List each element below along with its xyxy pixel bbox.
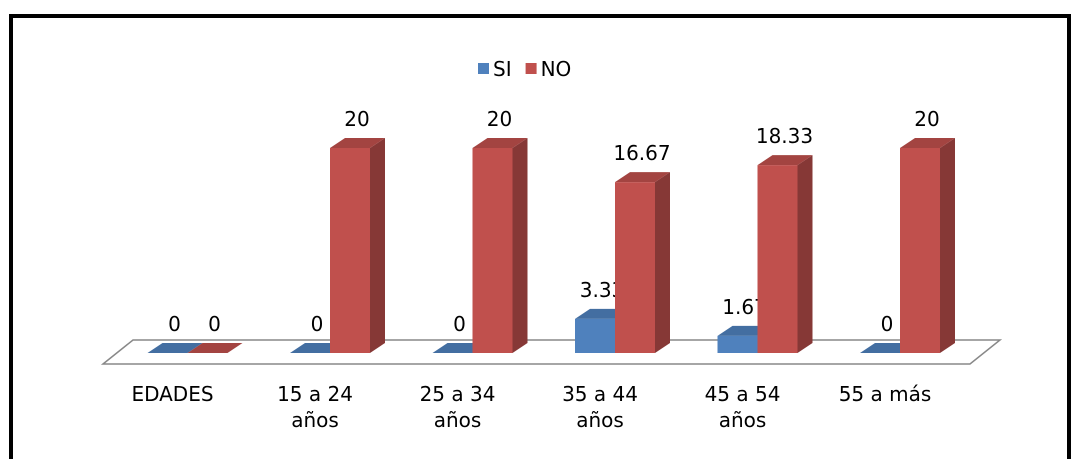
legend-swatch bbox=[525, 63, 537, 74]
bar-side bbox=[655, 172, 670, 353]
x-tick-label: 55 a más bbox=[838, 382, 932, 406]
bar bbox=[615, 182, 655, 353]
data-label: 0 bbox=[453, 312, 466, 336]
x-tick-label: EDADES bbox=[131, 382, 214, 406]
x-tick-label: 35 a 44 años bbox=[562, 382, 638, 432]
bar bbox=[472, 148, 513, 353]
x-tick-label: 25 a 34 años bbox=[419, 382, 496, 432]
bar-top bbox=[615, 172, 670, 183]
bar-top bbox=[757, 155, 813, 166]
legend-swatch bbox=[478, 63, 489, 74]
bar bbox=[717, 335, 758, 353]
bar bbox=[575, 318, 615, 353]
x-tick-label: 45 a 54 años bbox=[704, 382, 781, 432]
bar-top bbox=[147, 343, 203, 353]
bar-top bbox=[900, 138, 955, 148]
frame bbox=[9, 14, 1071, 459]
data-label: 20 bbox=[487, 107, 512, 131]
legend-label: SI bbox=[493, 57, 512, 81]
legend-label: NO bbox=[541, 57, 572, 81]
data-label: 16.67 bbox=[613, 141, 670, 165]
bar-side bbox=[797, 155, 813, 353]
bar-top bbox=[472, 138, 528, 148]
data-label: 0 bbox=[208, 312, 221, 336]
data-label: 0 bbox=[168, 312, 181, 336]
data-label: 20 bbox=[914, 107, 939, 131]
bar-side bbox=[370, 138, 385, 353]
bar-side bbox=[940, 138, 955, 353]
data-label: 0 bbox=[311, 312, 324, 336]
data-label: 18.33 bbox=[756, 124, 813, 148]
bar-side bbox=[512, 138, 528, 353]
bar-top bbox=[330, 138, 385, 148]
data-label: 20 bbox=[344, 107, 369, 131]
bar-top bbox=[187, 343, 243, 353]
bar bbox=[330, 148, 370, 353]
x-tick-label: 15 a 24 años bbox=[277, 382, 353, 432]
bar bbox=[900, 148, 940, 353]
data-label: 0 bbox=[881, 312, 894, 336]
bar bbox=[757, 165, 798, 353]
